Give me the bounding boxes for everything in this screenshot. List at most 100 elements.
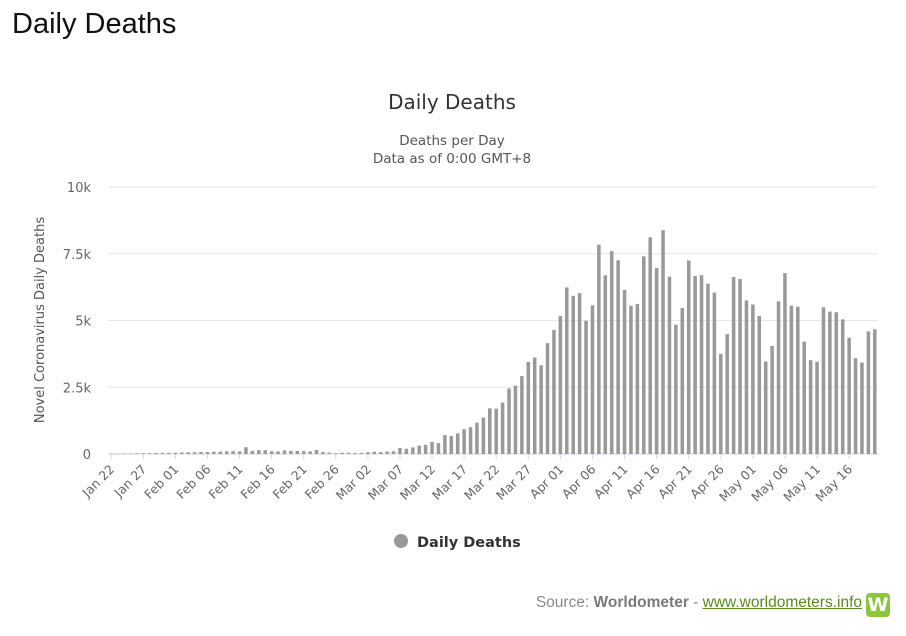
bar[interactable] <box>417 445 421 454</box>
bar[interactable] <box>763 361 768 454</box>
bar[interactable] <box>834 312 839 454</box>
bar[interactable] <box>577 293 582 454</box>
bar[interactable] <box>398 447 402 454</box>
bar[interactable] <box>481 417 486 454</box>
bar[interactable] <box>571 295 575 454</box>
bar[interactable] <box>154 452 158 454</box>
bar[interactable] <box>346 452 351 454</box>
bar[interactable] <box>366 452 370 454</box>
bar[interactable] <box>629 305 633 454</box>
source-link[interactable]: www.worldometers.info <box>702 594 862 611</box>
bar[interactable] <box>218 451 223 454</box>
bar[interactable] <box>770 345 774 454</box>
bar[interactable] <box>295 450 300 454</box>
legend-label[interactable]: Daily Deaths <box>417 535 521 551</box>
bar[interactable] <box>686 260 691 454</box>
bar[interactable] <box>757 315 762 454</box>
bar[interactable] <box>244 447 248 454</box>
bar[interactable] <box>276 451 280 454</box>
bar[interactable] <box>186 452 190 454</box>
bar[interactable] <box>167 452 171 454</box>
bar[interactable] <box>109 453 113 455</box>
bar[interactable] <box>173 452 178 454</box>
bar[interactable] <box>802 341 806 454</box>
bar[interactable] <box>789 305 794 454</box>
bar[interactable] <box>436 443 441 454</box>
bar[interactable] <box>680 308 685 454</box>
bar[interactable] <box>122 453 126 455</box>
bar[interactable] <box>180 452 184 454</box>
bar[interactable] <box>693 275 697 454</box>
bar[interactable] <box>449 436 454 454</box>
bar[interactable] <box>455 433 460 454</box>
bar[interactable] <box>520 376 524 454</box>
bar[interactable] <box>532 357 537 454</box>
bar[interactable] <box>590 305 595 454</box>
bar[interactable] <box>257 450 261 454</box>
bar[interactable] <box>661 230 665 454</box>
bar[interactable] <box>545 343 550 454</box>
bar[interactable] <box>667 276 672 454</box>
legend[interactable]: Daily Deaths <box>394 534 521 551</box>
bar[interactable] <box>738 278 742 454</box>
bar[interactable] <box>128 453 133 455</box>
bar[interactable] <box>635 303 640 454</box>
bar[interactable] <box>340 452 344 454</box>
bar[interactable] <box>423 444 428 454</box>
bar[interactable] <box>725 334 729 454</box>
bar[interactable] <box>603 275 608 454</box>
bar[interactable] <box>507 388 511 455</box>
bar[interactable] <box>860 362 864 454</box>
bar[interactable] <box>873 329 877 454</box>
bar[interactable] <box>199 452 203 454</box>
bar[interactable] <box>192 452 197 454</box>
bar[interactable] <box>205 452 210 454</box>
bar[interactable] <box>751 304 755 454</box>
bar[interactable] <box>815 361 819 454</box>
bar[interactable] <box>500 402 505 454</box>
bar[interactable] <box>314 450 319 454</box>
bar[interactable] <box>597 244 601 454</box>
bar[interactable] <box>224 451 229 454</box>
bar[interactable] <box>289 450 293 454</box>
bar[interactable] <box>385 451 389 454</box>
bar[interactable] <box>783 273 787 454</box>
bar[interactable] <box>301 451 306 454</box>
bar[interactable] <box>250 450 255 454</box>
bar[interactable] <box>513 385 518 454</box>
bar[interactable] <box>488 408 492 454</box>
bar[interactable] <box>609 251 614 454</box>
bar[interactable] <box>642 256 646 454</box>
bar[interactable] <box>866 331 871 454</box>
bar[interactable] <box>411 447 415 454</box>
bar[interactable] <box>712 292 717 454</box>
bar[interactable] <box>212 451 216 454</box>
bar[interactable] <box>147 453 152 454</box>
bar[interactable] <box>353 453 357 454</box>
bar[interactable] <box>334 453 338 454</box>
bar[interactable] <box>616 260 620 454</box>
bar[interactable] <box>321 452 325 454</box>
bar[interactable] <box>847 337 851 454</box>
bar[interactable] <box>654 268 659 454</box>
bar[interactable] <box>706 283 710 454</box>
bar[interactable] <box>237 451 242 454</box>
bar[interactable] <box>552 330 556 454</box>
bar[interactable] <box>648 237 652 454</box>
bar[interactable] <box>468 427 473 454</box>
bar[interactable] <box>526 362 531 454</box>
bar[interactable] <box>160 452 165 454</box>
bar[interactable] <box>475 422 479 454</box>
bar[interactable] <box>622 289 627 454</box>
bar[interactable] <box>372 451 377 454</box>
bar[interactable] <box>269 451 274 454</box>
bar[interactable] <box>391 451 396 454</box>
bar[interactable] <box>308 451 312 454</box>
bar[interactable] <box>776 301 781 454</box>
bar[interactable] <box>796 306 800 454</box>
bar[interactable] <box>404 448 409 454</box>
bar[interactable] <box>282 450 287 454</box>
bar[interactable] <box>430 441 434 454</box>
bar[interactable] <box>539 365 543 454</box>
bar[interactable] <box>821 307 826 454</box>
